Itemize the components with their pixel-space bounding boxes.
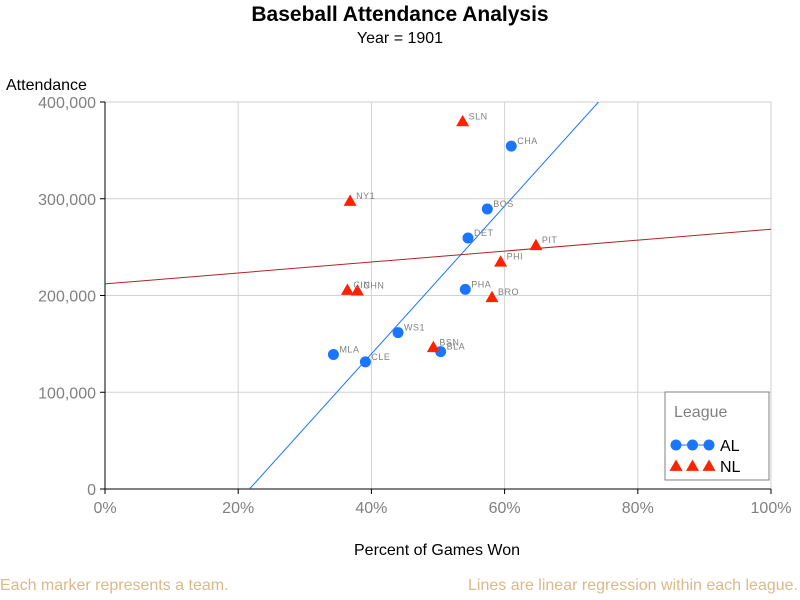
- legend-marker-al: [703, 439, 715, 451]
- point-label: PHI: [507, 252, 524, 262]
- point-label: NY1: [356, 191, 375, 201]
- y-tick-label: 300,000: [38, 192, 96, 209]
- legend-marker-al: [670, 439, 682, 451]
- data-point-nl: [494, 255, 508, 267]
- y-tick-label: 200,000: [38, 289, 96, 306]
- axes: 0% 20% 40% 60% 80% 100% 0 100,000 200,000 300,000…: [38, 95, 791, 517]
- data-point-nl: [343, 194, 357, 206]
- data-point-nl: [350, 284, 364, 296]
- data-point-al: [459, 283, 471, 295]
- point-label: CIN: [353, 280, 370, 290]
- data-point-al: [462, 232, 474, 244]
- point-label: WS1: [404, 323, 425, 333]
- legend-marker-nl: [702, 459, 716, 471]
- footnote-left: Each marker represents a team.: [0, 577, 229, 594]
- regression-line-nl: [105, 228, 771, 285]
- x-tick-label: 80%: [622, 500, 654, 517]
- x-tick-label: 60%: [489, 500, 521, 517]
- point-label: BSN: [439, 337, 459, 347]
- data-point-nl: [426, 340, 440, 353]
- data-point-nl: [340, 283, 354, 295]
- chart-title: Baseball Attendance Analysis: [251, 3, 549, 26]
- point-label: MLA: [339, 344, 359, 354]
- x-tick-label: 40%: [355, 500, 387, 517]
- x-tick-label: 0%: [93, 500, 116, 517]
- point-label: CHN: [363, 281, 384, 291]
- legend-marker-al: [687, 439, 698, 451]
- regression-line-al: [249, 102, 599, 489]
- point-label: CHA: [517, 136, 538, 146]
- data-point-al: [392, 327, 404, 339]
- point-labels: CHA BOS DET PHA WS1 BLA CLE MLA SLN NY1 PIT PHI BRO C…: [339, 111, 558, 362]
- legend-label-nl: NL: [720, 459, 741, 476]
- point-label: BOS: [493, 199, 514, 209]
- point-label: PIT: [542, 235, 558, 245]
- data-point-al: [327, 348, 339, 360]
- data-point-al: [505, 140, 517, 152]
- legend-title: League: [674, 404, 727, 421]
- data-point-nl: [529, 238, 543, 251]
- y-tick-label: 100,000: [38, 385, 96, 402]
- legend-box: [664, 391, 770, 481]
- y-axis-label: Attendance: [6, 77, 87, 94]
- data-points: [327, 114, 543, 368]
- point-label: PHA: [471, 279, 491, 289]
- legend: League AL NL: [664, 391, 770, 481]
- y-tick-label: 400,000: [38, 95, 96, 112]
- regression-lines: [105, 102, 771, 489]
- point-label: BLA: [447, 342, 466, 352]
- grid-lines: [105, 102, 771, 489]
- x-axis-label: Percent of Games Won: [354, 542, 520, 559]
- point-label: CLE: [371, 352, 390, 362]
- legend-label-al: AL: [720, 438, 740, 455]
- data-point-nl: [485, 290, 499, 303]
- data-point-al: [359, 356, 371, 368]
- point-label: DET: [474, 228, 494, 238]
- x-tick-label: 100%: [751, 500, 792, 517]
- footnote-right: Lines are linear regression within each …: [468, 577, 798, 594]
- point-label: BRO: [498, 287, 519, 297]
- x-tick-label: 20%: [222, 500, 254, 517]
- data-point-nl: [456, 114, 470, 127]
- legend-marker-nl: [669, 459, 683, 471]
- data-point-al: [481, 203, 493, 215]
- point-label: SLN: [469, 111, 488, 121]
- legend-marker-nl: [686, 459, 699, 471]
- y-tick-label: 0: [87, 482, 96, 499]
- chart-subtitle: Year = 1901: [356, 30, 444, 47]
